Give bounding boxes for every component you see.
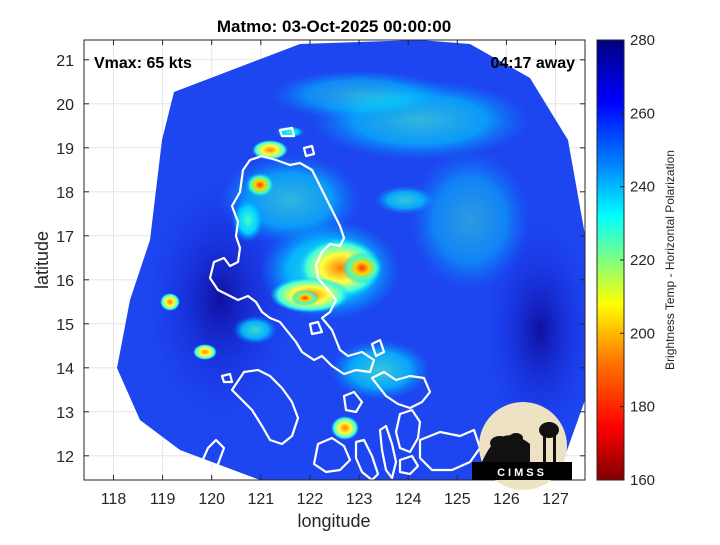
- y-tick-label: 17: [56, 229, 74, 246]
- y-axis-title: latitude: [32, 231, 52, 289]
- colorbar-tick-label: 180: [630, 399, 655, 416]
- coastline-mindanao: [418, 428, 482, 472]
- coastline-babuyan: [278, 126, 296, 138]
- x-tick-label: 127: [542, 491, 569, 508]
- vmax-annotation: Vmax: 65 kts: [94, 55, 192, 72]
- colorbar-title: Brightness Temp - Horizontal Polarizatio…: [663, 150, 677, 370]
- coastline-leyte: [394, 408, 422, 454]
- y-tick-label: 12: [56, 449, 74, 466]
- coastline-lubang: [220, 372, 234, 384]
- x-tick-label: 121: [247, 491, 274, 508]
- y-tick-label: 19: [56, 141, 74, 158]
- coastline-cebu: [378, 424, 398, 480]
- swath-image: [117, 40, 585, 480]
- x-tick-label: 118: [101, 491, 127, 508]
- y-tick-label: 18: [56, 185, 74, 202]
- cimss-logo: CIMSS: [472, 402, 572, 490]
- chart-title: Matmo: 03-Oct-2025 00:00:00: [217, 17, 451, 36]
- y-ticks: 12 13 14 15 16 17 18 19 20 21: [56, 53, 585, 466]
- coastline-polillo: [308, 320, 324, 336]
- colorbar-tick-label: 220: [630, 252, 655, 269]
- y-tick-label: 21: [56, 53, 74, 70]
- logo-text: CIMSS: [497, 467, 547, 479]
- colorbar-tick-label: 160: [630, 472, 655, 489]
- coastline-catanduanes: [370, 338, 386, 358]
- y-tick-label: 14: [56, 361, 74, 378]
- coastline-palawan: [198, 438, 226, 478]
- coastline-luzon: [208, 154, 376, 376]
- axes-box: [83, 39, 586, 481]
- colorbar-tick-label: 260: [630, 105, 655, 122]
- x-tick-label: 123: [346, 491, 373, 508]
- coastline-panay: [312, 436, 352, 474]
- time-away-annotation: 04:17 away: [490, 55, 575, 72]
- coastline-calayan: [302, 144, 316, 158]
- coastline-masbate: [342, 390, 364, 414]
- x-tick-label: 126: [493, 491, 520, 508]
- y-tick-label: 16: [56, 273, 74, 290]
- colorbar-tick-label: 280: [630, 32, 655, 49]
- coastline-bohol: [398, 454, 420, 476]
- colorbar-tick-label: 240: [630, 179, 655, 196]
- colorbar: [596, 39, 625, 481]
- y-tick-label: 15: [56, 317, 74, 334]
- coastline-mindoro: [230, 368, 300, 446]
- x-tick-label: 125: [444, 491, 471, 508]
- x-tick-label: 120: [198, 491, 225, 508]
- x-axis-title: longitude: [297, 511, 370, 531]
- x-tick-label: 119: [150, 491, 176, 508]
- colorbar-ticks: 160 180 200 220 240 260 280: [620, 32, 655, 489]
- y-tick-label: 20: [56, 97, 74, 114]
- x-tick-label: 124: [395, 491, 422, 508]
- x-ticks: 118 119 120 121 122 123 124 125 126 127: [101, 40, 569, 508]
- coastline-samar: [370, 370, 432, 410]
- coastline-negros: [354, 438, 380, 480]
- x-tick-label: 122: [297, 491, 324, 508]
- y-tick-label: 13: [56, 405, 74, 422]
- colorbar-tick-label: 200: [630, 325, 655, 342]
- coastlines: [198, 126, 482, 480]
